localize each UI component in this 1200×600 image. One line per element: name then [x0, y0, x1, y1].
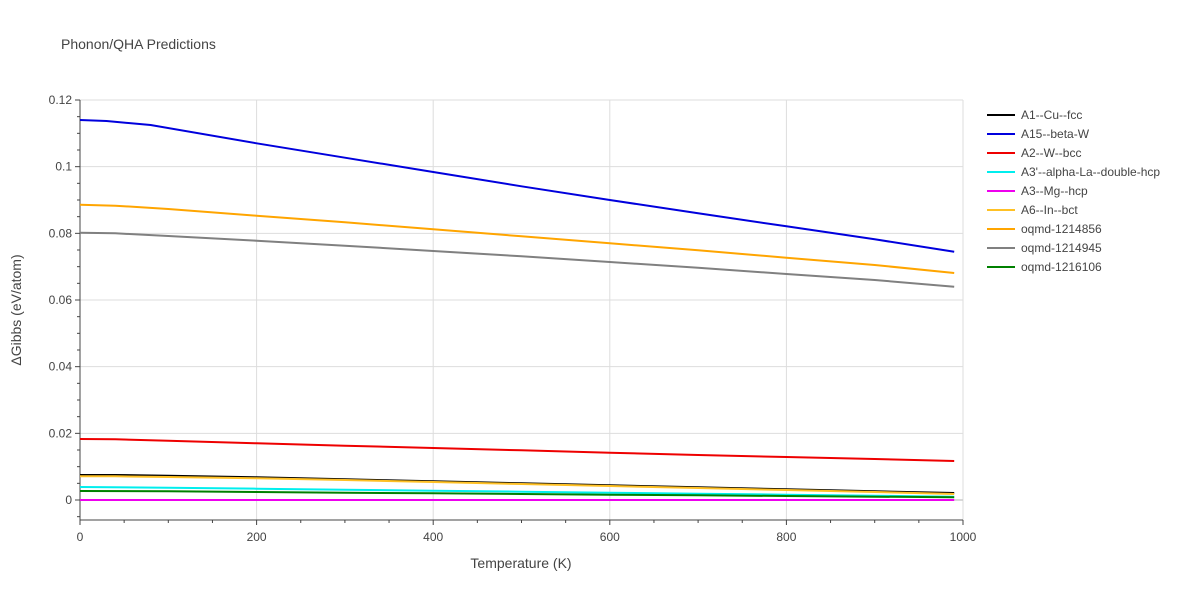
x-tick-label: 200: [247, 530, 267, 544]
series-line-A2--W--bcc[interactable]: [79, 438, 955, 462]
legend-label: A2--W--bcc: [1021, 146, 1081, 160]
y-tick-label: 0.04: [49, 360, 73, 374]
legend-item[interactable]: oqmd-1216106: [987, 260, 1102, 274]
legend-label: oqmd-1214945: [1021, 241, 1102, 255]
y-axis-title: ΔGibbs (eV/atom): [8, 254, 24, 365]
x-tick-label: 0: [77, 530, 84, 544]
x-axis-title: Temperature (K): [470, 555, 571, 571]
legend-item[interactable]: oqmd-1214856: [987, 222, 1102, 236]
y-tick-label: 0.1: [55, 160, 72, 174]
legend-label: oqmd-1214856: [1021, 222, 1102, 236]
y-tick-label: 0.12: [49, 93, 73, 107]
legend-item[interactable]: A3'--alpha-La--double-hcp: [987, 165, 1160, 179]
legend[interactable]: A1--Cu--fcc A15--beta-W A2--W--bcc A3'--alp…: [987, 108, 1160, 274]
legend-item[interactable]: A6--In--bct: [987, 203, 1078, 217]
legend-label: A3--Mg--hcp: [1021, 184, 1088, 198]
legend-label: oqmd-1216106: [1021, 260, 1102, 274]
series-line-A15--beta-W[interactable]: [79, 119, 955, 253]
y-tick-label: 0.08: [49, 226, 73, 240]
series-line-A3'--alpha-La--double-hcp[interactable]: [79, 486, 955, 498]
series-line-oqmd-1214945[interactable]: [79, 231, 955, 288]
series-line-oqmd-1216106[interactable]: [79, 490, 955, 499]
x-tick-label: 800: [776, 530, 796, 544]
chart-title: Phonon/QHA Predictions: [61, 36, 216, 52]
series-line-oqmd-1214856[interactable]: [79, 203, 955, 274]
legend-label: A1--Cu--fcc: [1021, 108, 1082, 122]
y-tick-label: 0: [65, 493, 72, 507]
legend-label: A15--beta-W: [1021, 127, 1090, 141]
axes: [75, 99, 964, 525]
series-line-A6--In--bct[interactable]: [80, 475, 955, 495]
legend-item[interactable]: oqmd-1214945: [987, 241, 1102, 255]
series-lines[interactable]: [79, 119, 955, 501]
legend-label: A3'--alpha-La--double-hcp: [1021, 165, 1160, 179]
legend-item[interactable]: A2--W--bcc: [987, 146, 1081, 160]
legend-label: A6--In--bct: [1021, 203, 1078, 217]
x-tick-label: 400: [423, 530, 443, 544]
legend-item[interactable]: A1--Cu--fcc: [987, 108, 1082, 122]
x-tick-label: 1000: [950, 530, 977, 544]
legend-item[interactable]: A15--beta-W: [987, 127, 1090, 141]
legend-item[interactable]: A3--Mg--hcp: [987, 184, 1088, 198]
y-tick-label: 0.06: [49, 293, 73, 307]
x-tick-label: 600: [600, 530, 620, 544]
x-tick-labels: 0 200 400 600 800 1000: [77, 530, 977, 544]
y-tick-labels: 0 0.02 0.04 0.06 0.08 0.1 0.12: [49, 93, 73, 507]
y-tick-label: 0.02: [49, 426, 73, 440]
